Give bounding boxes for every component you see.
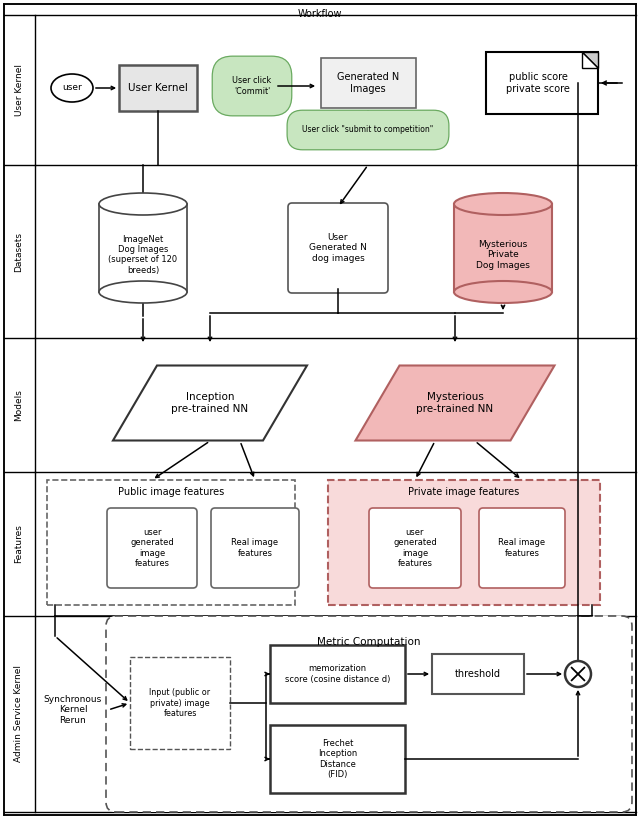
FancyBboxPatch shape <box>369 508 461 588</box>
Ellipse shape <box>51 74 93 102</box>
Text: Datasets: Datasets <box>15 232 24 272</box>
Text: User Kernel: User Kernel <box>128 83 188 93</box>
Text: threshold: threshold <box>455 669 501 679</box>
Text: Admin Service Kernel: Admin Service Kernel <box>15 666 24 762</box>
FancyBboxPatch shape <box>211 508 299 588</box>
FancyBboxPatch shape <box>106 616 632 812</box>
Text: Synchronous
Kernel
Rerun: Synchronous Kernel Rerun <box>44 695 102 725</box>
Text: Input (public or
private) image
features: Input (public or private) image features <box>149 688 211 718</box>
Ellipse shape <box>454 281 552 303</box>
Text: public score
private score: public score private score <box>506 72 570 94</box>
Text: Private image features: Private image features <box>408 487 520 497</box>
Text: User
Generated N
dog images: User Generated N dog images <box>309 233 367 263</box>
Bar <box>432 654 524 694</box>
Text: Metric Computation: Metric Computation <box>317 637 420 647</box>
Bar <box>486 52 598 114</box>
Bar <box>47 480 295 605</box>
Text: ImageNet
Dog Images
(superset of 120
breeds): ImageNet Dog Images (superset of 120 bre… <box>108 234 177 274</box>
Text: user: user <box>62 84 82 93</box>
Bar <box>328 480 600 605</box>
Circle shape <box>565 661 591 687</box>
Polygon shape <box>582 52 598 68</box>
Text: Features: Features <box>15 524 24 563</box>
Bar <box>270 725 405 793</box>
Ellipse shape <box>454 193 552 215</box>
FancyBboxPatch shape <box>107 508 197 588</box>
Polygon shape <box>355 365 554 441</box>
Bar <box>454 204 552 292</box>
Polygon shape <box>582 52 598 68</box>
Text: Generated N
Images: Generated N Images <box>337 72 399 94</box>
Ellipse shape <box>99 193 187 215</box>
Text: User click "submit to competition": User click "submit to competition" <box>302 125 434 134</box>
Text: Workflow: Workflow <box>298 9 342 19</box>
Text: User Kernel: User Kernel <box>15 64 24 116</box>
Text: Mysterious
pre-trained NN: Mysterious pre-trained NN <box>417 392 493 414</box>
Text: Models: Models <box>15 389 24 421</box>
Bar <box>99 204 187 292</box>
Bar <box>321 58 415 108</box>
FancyBboxPatch shape <box>479 508 565 588</box>
Bar <box>270 645 405 703</box>
Ellipse shape <box>99 281 187 303</box>
Bar <box>130 657 230 749</box>
Text: Real image
features: Real image features <box>232 538 278 558</box>
Text: Real image
features: Real image features <box>499 538 545 558</box>
Text: Inception
pre-trained NN: Inception pre-trained NN <box>172 392 248 414</box>
Text: Public image features: Public image features <box>118 487 224 497</box>
FancyBboxPatch shape <box>288 203 388 293</box>
Text: User click
'Commit': User click 'Commit' <box>232 76 271 96</box>
Text: Frechet
Inception
Distance
(FID): Frechet Inception Distance (FID) <box>318 739 357 779</box>
Bar <box>119 65 197 111</box>
Text: Mysterious
Private
Dog Images: Mysterious Private Dog Images <box>476 240 530 269</box>
Text: user
generated
image
features: user generated image features <box>393 528 437 568</box>
Text: user
generated
image
features: user generated image features <box>130 528 174 568</box>
Polygon shape <box>113 365 307 441</box>
Text: memorization
score (cosine distance d): memorization score (cosine distance d) <box>285 664 390 684</box>
